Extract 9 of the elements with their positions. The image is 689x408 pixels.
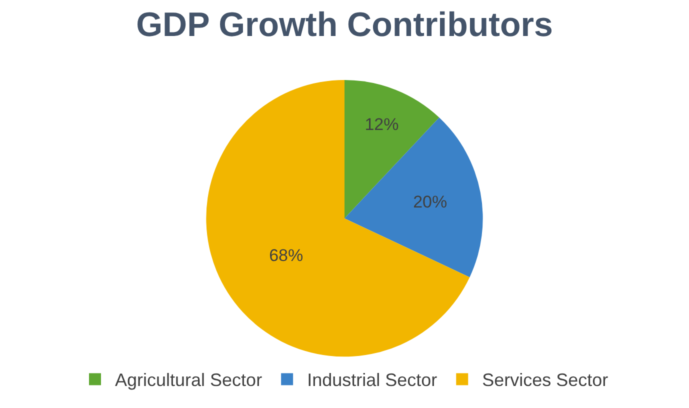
legend-label: Industrial Sector — [307, 370, 438, 390]
pie-slice — [206, 80, 470, 357]
legend-label: Services Sector — [482, 370, 608, 390]
pie-slice — [344, 117, 483, 278]
data-label: 20% — [413, 192, 448, 212]
chart-title: GDP Growth Contributors — [136, 6, 553, 44]
legend-label: Agricultural Sector — [115, 370, 262, 390]
data-label: 68% — [269, 246, 304, 265]
data-label: 12% — [364, 114, 399, 134]
